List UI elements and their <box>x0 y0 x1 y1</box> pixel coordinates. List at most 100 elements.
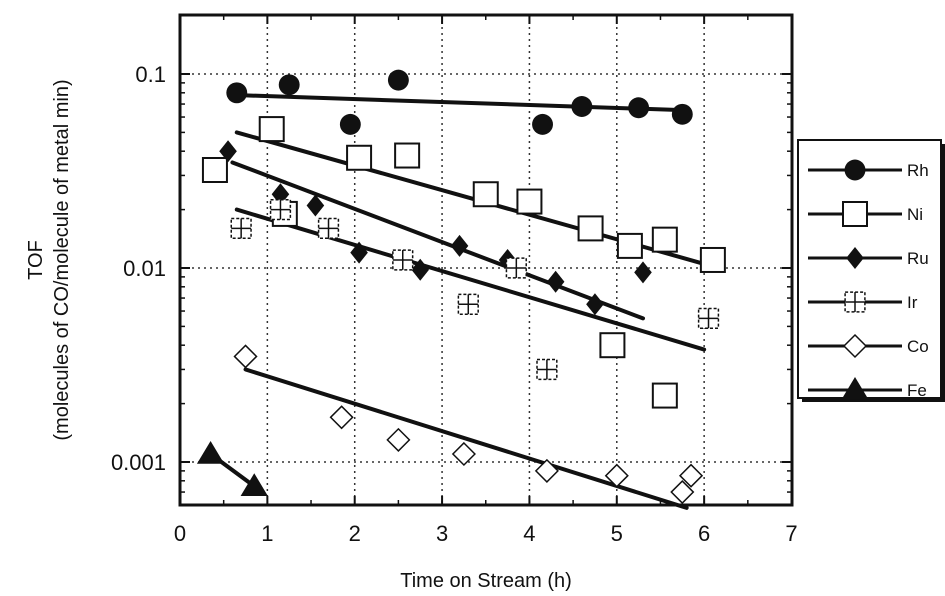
data-point-ir <box>230 217 252 240</box>
x-tick-label: 2 <box>349 521 361 546</box>
data-point-ru <box>586 293 604 316</box>
marker-shape <box>329 405 354 430</box>
data-point-ni <box>577 215 604 242</box>
data-point-ru <box>350 241 368 264</box>
marker-shape <box>842 333 868 359</box>
data-point-ru <box>450 234 469 257</box>
data-point-ir <box>697 307 720 330</box>
trend-line-co <box>243 367 689 510</box>
marker-shape <box>678 463 704 488</box>
data-point-ni <box>651 226 678 253</box>
marker-shape <box>226 82 248 104</box>
legend-item-ir: Ir <box>808 291 918 313</box>
legend-items: Rh Ni Ru Ir Co Fe <box>808 159 929 400</box>
data-point-ru <box>634 261 652 284</box>
y-tick-label: 0.001 <box>111 450 166 475</box>
marker-shape <box>233 344 258 369</box>
ticks-layer: 0 1 2 3 4 5 6 7 0.1 0.01 0.001 <box>111 14 798 546</box>
data-point-ir <box>269 198 292 221</box>
legend-marker-fe <box>841 377 869 400</box>
marker-shape <box>571 96 593 117</box>
legend-label-rh: Rh <box>907 161 929 180</box>
marker-shape <box>240 473 268 496</box>
marker-shape <box>394 142 421 169</box>
data-point-ir <box>536 358 558 381</box>
data-point-co <box>329 405 354 430</box>
data-point-ru <box>411 258 430 281</box>
legend-label-fe: Fe <box>907 381 927 400</box>
data-point-fe <box>196 440 225 464</box>
grid-layer <box>180 15 792 505</box>
marker-shape <box>670 479 695 505</box>
marker-shape <box>278 74 300 96</box>
marker-shape <box>411 258 430 281</box>
data-point-co <box>604 463 629 488</box>
data-point-fe <box>240 473 268 496</box>
marker-shape <box>577 215 604 242</box>
x-tick-label: 3 <box>436 521 448 546</box>
x-tick-label: 1 <box>261 521 273 546</box>
y-axis-title-line-1: TOF <box>25 240 47 280</box>
marker-shape <box>201 157 228 184</box>
legend: Rh Ni Ru Ir Co Fe <box>797 139 945 402</box>
marker-shape <box>306 194 325 217</box>
data-point-ni <box>258 116 285 143</box>
data-point-rh <box>387 69 409 91</box>
marker-shape <box>532 113 553 135</box>
marker-shape <box>846 247 864 269</box>
data-point-ni <box>201 157 228 184</box>
marker-shape <box>451 441 476 467</box>
y-tick-label: 0.1 <box>135 62 166 87</box>
y-axis-title: TOF (molecules of CO/molecule of metal m… <box>25 79 73 440</box>
data-point-co <box>670 479 695 505</box>
legend-marker-ru <box>846 247 864 269</box>
trend-line-ru <box>230 160 645 321</box>
marker-shape <box>196 440 225 464</box>
x-tick-label: 6 <box>698 521 710 546</box>
data-point-ni <box>616 232 643 259</box>
trend-line-ir <box>234 207 707 352</box>
data-point-ir <box>317 217 340 240</box>
x-axis-title: Time on Stream (h) <box>400 570 572 592</box>
data-point-rh <box>628 97 650 119</box>
legend-item-ni: Ni <box>808 201 923 227</box>
marker-shape <box>634 261 652 284</box>
x-tick-label: 5 <box>611 521 623 546</box>
legend-marker-rh <box>844 159 866 181</box>
y-axis-title-line-2: (molecules of CO/molecule of metal min) <box>51 79 73 440</box>
data-point-ru <box>219 140 237 163</box>
marker-shape <box>386 427 411 452</box>
data-point-rh <box>339 113 361 135</box>
data-point-co <box>386 427 411 452</box>
data-point-rh <box>532 113 553 135</box>
legend-marker-ni <box>842 201 868 227</box>
marker-shape <box>628 97 650 119</box>
marker-shape <box>450 234 469 257</box>
legend-item-ru: Ru <box>808 247 929 269</box>
marker-shape <box>339 113 361 135</box>
data-point-ir <box>505 257 527 279</box>
legend-item-fe: Fe <box>808 377 927 400</box>
data-point-co <box>451 441 476 467</box>
data-markers <box>196 69 726 505</box>
marker-shape <box>604 463 629 488</box>
data-point-rh <box>226 82 248 104</box>
x-tick-label: 0 <box>174 521 186 546</box>
data-point-ni <box>651 382 678 409</box>
data-point-ir <box>457 293 479 315</box>
marker-shape <box>671 103 693 125</box>
data-point-rh <box>278 74 300 96</box>
marker-shape <box>841 377 869 400</box>
legend-marker-ir <box>844 291 866 313</box>
data-point-ni <box>516 188 543 215</box>
legend-marker-co <box>842 333 868 359</box>
legend-item-co: Co <box>808 333 929 359</box>
data-point-co <box>233 344 258 369</box>
trend-lines <box>208 92 707 510</box>
trend-line-rh <box>230 92 689 113</box>
marker-shape <box>651 382 678 409</box>
legend-item-rh: Rh <box>808 159 929 181</box>
marker-shape <box>472 181 499 208</box>
